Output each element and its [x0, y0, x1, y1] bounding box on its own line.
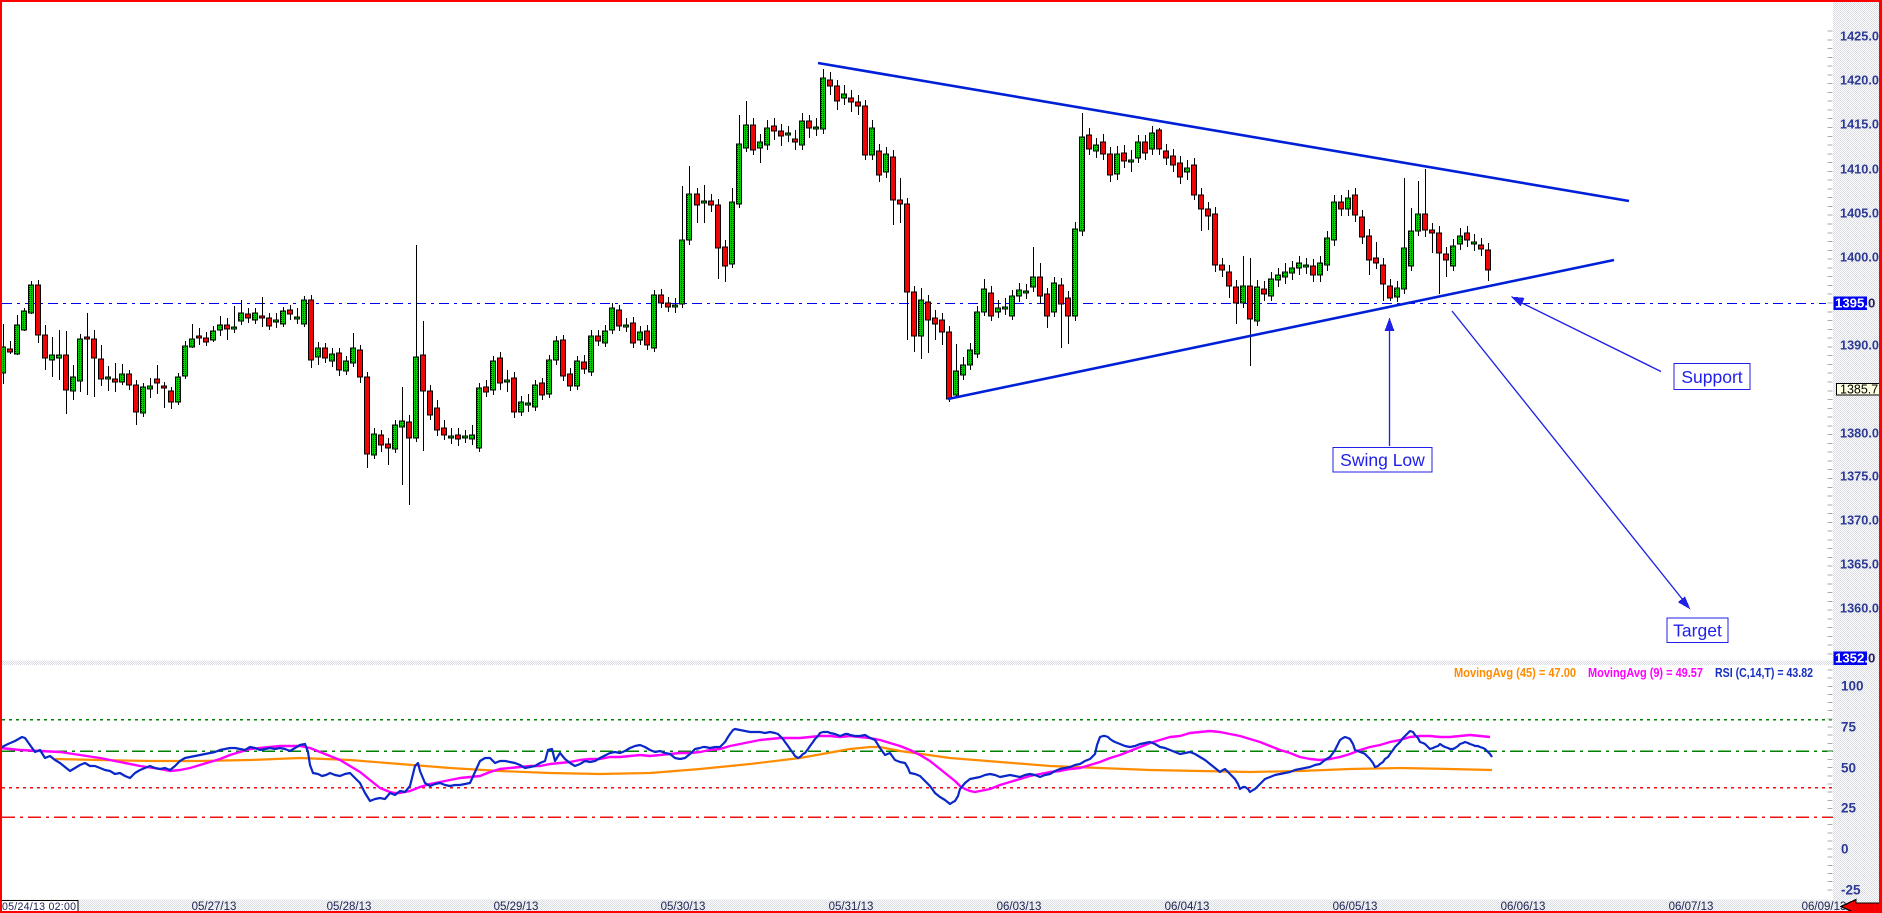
- svg-text:06/07/13: 06/07/13: [1669, 901, 1714, 913]
- svg-text:1400.0: 1400.0: [1840, 250, 1879, 265]
- svg-text:1360.0: 1360.0: [1840, 601, 1879, 616]
- svg-text:MovingAvg (45) = 47.00: MovingAvg (45) = 47.00: [1454, 665, 1576, 680]
- svg-text:1380.0: 1380.0: [1840, 426, 1879, 441]
- svg-text:0: 0: [1841, 842, 1849, 857]
- svg-text:05/31/13: 05/31/13: [829, 901, 874, 913]
- svg-text:06/04/13: 06/04/13: [1165, 901, 1210, 913]
- svg-text:Support: Support: [1681, 367, 1742, 387]
- svg-text:1365.0: 1365.0: [1840, 557, 1879, 572]
- svg-text:05/27/13: 05/27/13: [192, 901, 237, 913]
- svg-text:1370.0: 1370.0: [1840, 513, 1879, 528]
- svg-text:06/06/13: 06/06/13: [1501, 901, 1546, 913]
- svg-text:05/30/13: 05/30/13: [661, 901, 706, 913]
- svg-text:1395.0: 1395.0: [1835, 296, 1875, 311]
- svg-text:-25: -25: [1841, 883, 1861, 898]
- svg-text:06/05/13: 06/05/13: [1333, 901, 1378, 913]
- svg-text:1390.0: 1390.0: [1840, 338, 1879, 353]
- svg-text:1405.0: 1405.0: [1840, 206, 1879, 221]
- svg-text:06/09/13: 06/09/13: [1802, 901, 1847, 913]
- svg-text:75: 75: [1841, 720, 1857, 735]
- svg-text:1410.0: 1410.0: [1840, 162, 1879, 177]
- svg-text:06/03/13: 06/03/13: [997, 901, 1042, 913]
- svg-text:1425.0: 1425.0: [1840, 29, 1879, 44]
- svg-text:MovingAvg (9) = 49.57: MovingAvg (9) = 49.57: [1588, 665, 1703, 680]
- svg-text:1420.0: 1420.0: [1840, 73, 1879, 88]
- svg-text:0: 0: [1868, 651, 1875, 666]
- svg-text:1375.0: 1375.0: [1840, 469, 1879, 484]
- svg-text:1352.0: 1352.0: [1835, 651, 1875, 666]
- svg-text:1415.0: 1415.0: [1840, 117, 1879, 132]
- svg-text:Target: Target: [1673, 621, 1722, 641]
- svg-text:05/24/13 02:00: 05/24/13 02:00: [2, 901, 76, 913]
- svg-text:05/28/13: 05/28/13: [327, 901, 372, 913]
- svg-text:RSI (C,14,T) = 43.82: RSI (C,14,T) = 43.82: [1715, 665, 1813, 680]
- svg-text:25: 25: [1841, 801, 1857, 816]
- svg-text:0: 0: [1868, 296, 1875, 311]
- svg-text:100: 100: [1841, 679, 1864, 694]
- svg-text:05/29/13: 05/29/13: [494, 901, 539, 913]
- svg-text:Swing Low: Swing Low: [1340, 450, 1425, 470]
- svg-text:1385.7: 1385.7: [1840, 383, 1878, 397]
- svg-text:50: 50: [1841, 761, 1856, 776]
